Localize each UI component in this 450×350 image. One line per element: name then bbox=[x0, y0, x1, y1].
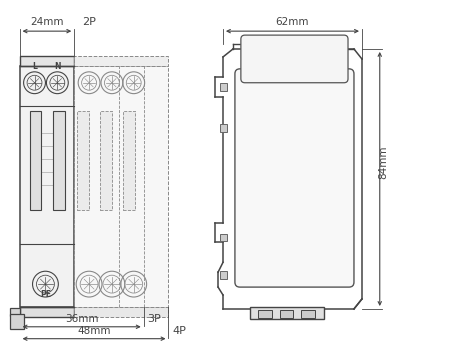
Bar bbox=[77, 111, 89, 210]
Text: 36mm: 36mm bbox=[65, 314, 99, 324]
FancyBboxPatch shape bbox=[235, 69, 354, 287]
Text: 4P: 4P bbox=[172, 326, 186, 336]
Bar bbox=[220, 124, 227, 132]
Text: N: N bbox=[54, 62, 61, 71]
Text: 24mm: 24mm bbox=[30, 17, 63, 27]
Bar bbox=[279, 310, 293, 318]
Bar bbox=[20, 56, 74, 66]
Bar bbox=[20, 66, 74, 307]
Bar bbox=[302, 310, 315, 318]
Bar bbox=[74, 66, 168, 307]
Bar bbox=[30, 111, 41, 210]
Bar bbox=[220, 83, 227, 91]
Text: PE: PE bbox=[40, 290, 51, 299]
Bar bbox=[123, 111, 135, 210]
Bar bbox=[220, 271, 227, 279]
Text: L: L bbox=[32, 62, 37, 71]
Bar bbox=[258, 310, 272, 318]
Text: 3P: 3P bbox=[148, 314, 162, 324]
Bar bbox=[10, 308, 20, 316]
Bar bbox=[20, 307, 74, 317]
Text: 2P: 2P bbox=[82, 17, 96, 27]
Bar bbox=[220, 233, 227, 242]
Bar bbox=[74, 56, 168, 66]
FancyBboxPatch shape bbox=[241, 35, 348, 83]
Text: 62mm: 62mm bbox=[276, 17, 309, 27]
Bar bbox=[54, 111, 65, 210]
Bar bbox=[100, 111, 112, 210]
Text: 84mm: 84mm bbox=[379, 146, 389, 179]
Bar bbox=[10, 314, 23, 329]
Bar bbox=[74, 307, 168, 317]
Text: 48mm: 48mm bbox=[77, 326, 111, 336]
Bar bbox=[250, 307, 324, 319]
